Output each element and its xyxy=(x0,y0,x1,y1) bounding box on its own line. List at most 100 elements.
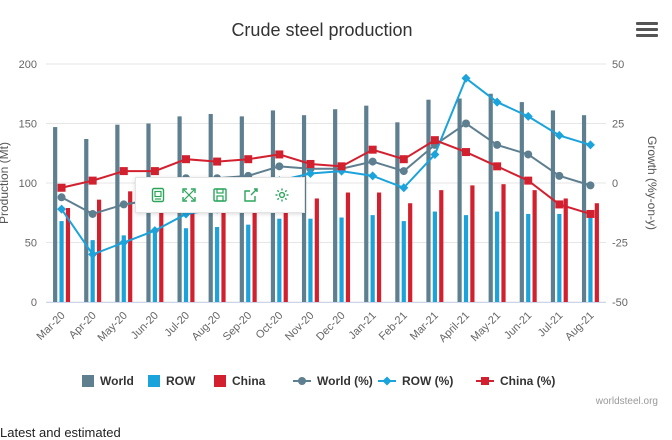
bar-world xyxy=(364,105,369,303)
y-tick-label: 50 xyxy=(25,238,37,250)
point-row xyxy=(523,111,533,121)
point-china xyxy=(586,209,595,218)
bar-china xyxy=(283,192,288,302)
legend-item: ROW (%) xyxy=(378,374,453,388)
bar-row xyxy=(59,221,64,302)
bar-world xyxy=(519,102,524,302)
point-row xyxy=(150,226,160,236)
point-world xyxy=(462,119,470,128)
bar-row xyxy=(246,224,251,302)
y-axis-label: Production (Mt) xyxy=(0,142,11,224)
bar-china xyxy=(96,199,102,302)
point-world xyxy=(368,157,377,166)
point-world xyxy=(493,140,502,149)
bar-row xyxy=(308,218,313,302)
point-world xyxy=(524,150,533,159)
bar-world xyxy=(84,138,89,302)
legend-label: World xyxy=(100,374,134,388)
point-china xyxy=(462,148,470,157)
bar-china xyxy=(501,184,506,302)
bar-row xyxy=(183,228,189,302)
bar-row xyxy=(401,221,406,302)
export-icon[interactable] xyxy=(240,184,262,206)
x-tick-label: Mar-20 xyxy=(35,310,68,343)
point-china xyxy=(306,159,315,168)
x-tick-label: Jul-20 xyxy=(162,310,192,340)
point-china xyxy=(399,155,408,164)
bar-row xyxy=(152,232,157,302)
y2-tick-label: -50 xyxy=(612,297,628,309)
point-world xyxy=(88,209,97,218)
legend-item: World xyxy=(82,374,134,388)
point-row xyxy=(305,168,315,178)
point-row xyxy=(554,130,564,140)
x-tick-label: Feb-21 xyxy=(377,310,410,343)
legend-label: ROW (%) xyxy=(402,374,453,388)
point-world xyxy=(57,193,66,202)
point-china xyxy=(213,157,222,166)
bar-world xyxy=(457,98,462,302)
point-china xyxy=(524,176,533,185)
point-china xyxy=(337,162,346,171)
legend-item: ROW xyxy=(148,374,196,388)
point-china xyxy=(150,167,159,176)
bar-world xyxy=(333,109,338,302)
x-tick-label: Aug-21 xyxy=(563,310,597,344)
point-world xyxy=(275,162,284,171)
bar-china xyxy=(314,198,319,302)
x-tick-label: Jul-21 xyxy=(536,310,566,340)
point-china xyxy=(555,200,564,209)
fullscreen-icon[interactable] xyxy=(178,184,200,206)
legend-swatch xyxy=(214,375,226,387)
bar-china xyxy=(408,203,413,302)
legend-marker xyxy=(298,377,306,385)
y-tick-label: 150 xyxy=(19,119,37,131)
chart-toolbar xyxy=(135,177,305,213)
bar-world xyxy=(488,93,493,302)
bar-row xyxy=(121,235,126,302)
y2-tick-label: 0 xyxy=(612,178,618,190)
line-series-group xyxy=(57,73,595,259)
point-world xyxy=(119,200,128,209)
y2-axis-ticks: -50 -25 0 25 50 xyxy=(612,59,628,309)
legend-marker xyxy=(481,377,489,385)
point-china xyxy=(430,136,439,145)
legend-item: World (%) xyxy=(293,374,373,388)
chart-title: Crude steel production xyxy=(231,20,412,40)
legend-label: World (%) xyxy=(317,374,373,388)
line-china xyxy=(61,139,591,215)
bar-row xyxy=(463,215,469,302)
y2-tick-label: 25 xyxy=(612,119,624,131)
x-tick-label: Sep-20 xyxy=(221,310,255,344)
bar-china xyxy=(563,198,568,302)
point-row xyxy=(57,204,67,214)
chart-legend: World ROW China World (%) ROW (%) China (%) xyxy=(82,374,555,388)
bar-china xyxy=(252,191,257,302)
point-china xyxy=(244,155,253,164)
y2-axis-label: Growth (%y-on-y) xyxy=(645,136,659,230)
point-row xyxy=(368,171,378,181)
bar-world xyxy=(581,115,587,302)
credit-link[interactable]: worldsteel.org xyxy=(595,396,658,407)
point-world xyxy=(555,171,564,180)
point-row xyxy=(461,73,471,83)
legend-label: China (%) xyxy=(500,374,555,388)
hamburger-menu-icon[interactable] xyxy=(636,22,658,42)
settings-icon[interactable] xyxy=(271,184,293,206)
bar-row xyxy=(215,227,220,302)
save-icon[interactable] xyxy=(209,184,231,206)
view-data-icon[interactable] xyxy=(147,184,169,206)
point-row xyxy=(399,183,409,193)
bar-china xyxy=(376,192,382,302)
bar-china xyxy=(221,188,226,302)
bar-world xyxy=(115,124,120,302)
bar-row xyxy=(526,213,531,302)
bar-china xyxy=(439,190,444,302)
point-china xyxy=(368,145,377,154)
bar-row xyxy=(339,217,344,302)
y-tick-label: 200 xyxy=(19,59,37,71)
line-row xyxy=(60,76,591,256)
y-tick-label: 0 xyxy=(31,297,37,309)
bar-row xyxy=(557,213,562,302)
